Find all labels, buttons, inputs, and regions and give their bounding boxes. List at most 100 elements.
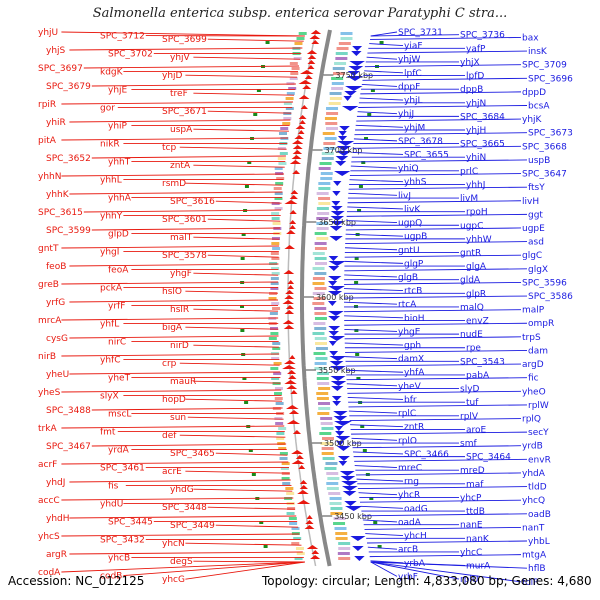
reverse-feature bbox=[291, 155, 302, 159]
tick-mark bbox=[377, 545, 382, 548]
leader-line bbox=[207, 506, 296, 510]
gene-label-yafp: yafP bbox=[466, 44, 486, 54]
gene-label-yhhw: yhhW bbox=[466, 235, 492, 245]
reverse-feature bbox=[292, 430, 302, 434]
category-block bbox=[274, 417, 283, 420]
gene-label-kdgk: kdgK bbox=[100, 68, 124, 78]
leader-line bbox=[345, 356, 398, 360]
gene-label-glgc: glgC bbox=[522, 251, 542, 261]
category-block bbox=[279, 457, 288, 460]
forward-feature bbox=[341, 481, 358, 486]
gene-label-yhcp: yhcP bbox=[460, 493, 482, 503]
gene-label-secy: secY bbox=[528, 428, 549, 438]
reverse-feature bbox=[287, 285, 295, 289]
gene-label-acrf: acrF bbox=[38, 460, 57, 470]
leader-line bbox=[347, 206, 404, 210]
leader-line bbox=[61, 101, 294, 105]
category-block bbox=[325, 462, 338, 465]
forward-feature bbox=[328, 336, 346, 341]
category-block bbox=[318, 407, 331, 410]
forward-feature bbox=[328, 301, 337, 306]
reverse-feature bbox=[289, 355, 296, 359]
reverse-feature bbox=[298, 95, 310, 99]
forward-feature bbox=[328, 341, 337, 346]
gene-label-spc_3601: SPC_3601 bbox=[162, 215, 207, 225]
category-block bbox=[274, 397, 283, 400]
forward-feature bbox=[334, 421, 352, 426]
leader-line bbox=[345, 241, 528, 245]
forward-feature bbox=[343, 96, 352, 101]
category-block bbox=[321, 447, 334, 450]
category-block bbox=[337, 552, 350, 555]
category-block bbox=[276, 437, 285, 440]
tick-mark bbox=[253, 113, 258, 116]
category-block bbox=[291, 67, 300, 70]
category-block bbox=[317, 212, 330, 215]
category-block bbox=[296, 552, 305, 555]
gene-label-feob: feoB bbox=[46, 262, 66, 272]
leader-line bbox=[357, 486, 528, 490]
forward-feature bbox=[328, 316, 341, 321]
category-block bbox=[338, 42, 351, 45]
gene-label-spc_3432: SPC_3432 bbox=[100, 536, 145, 546]
category-block bbox=[274, 167, 283, 170]
gene-label-mura: murA bbox=[466, 562, 491, 572]
gene-label-nirb: nirB bbox=[38, 352, 56, 362]
reverse-feature bbox=[306, 545, 319, 549]
leader-line bbox=[344, 288, 404, 292]
category-block bbox=[272, 247, 281, 250]
reverse-feature bbox=[297, 130, 305, 134]
gene-label-yhev: yheV bbox=[398, 382, 422, 392]
forward-feature bbox=[333, 411, 348, 416]
gene-label-spc_3445: SPC_3445 bbox=[108, 518, 153, 528]
category-block bbox=[326, 487, 339, 490]
leader-line bbox=[356, 478, 404, 482]
gene-label-yhcc: yhcC bbox=[460, 548, 482, 558]
leader-line bbox=[61, 461, 289, 465]
category-block bbox=[279, 452, 288, 455]
leader-line bbox=[349, 179, 404, 183]
category-block bbox=[268, 337, 277, 340]
reverse-feature bbox=[294, 135, 304, 139]
forward-feature bbox=[330, 211, 345, 216]
leader-line bbox=[91, 407, 283, 411]
gene-label-gntr: gntR bbox=[460, 248, 481, 258]
forward-feature bbox=[344, 91, 357, 96]
label-layer: yhjU SPC_3712 SPC_3699 yhjS SPC_3702 yhjV SPC_… bbox=[38, 28, 573, 588]
category-block bbox=[329, 497, 342, 500]
forward-feature bbox=[329, 236, 343, 241]
leader-line bbox=[69, 479, 291, 483]
category-block bbox=[314, 247, 327, 250]
leader-line bbox=[215, 452, 288, 456]
leader-line bbox=[360, 505, 404, 509]
gene-label-spc_3671: SPC_3671 bbox=[162, 107, 207, 117]
tick-mark bbox=[370, 89, 375, 92]
leader-line bbox=[354, 132, 528, 136]
forward-feature bbox=[333, 416, 348, 421]
leader-line bbox=[179, 362, 280, 366]
gene-label-lpfc: lpfC bbox=[404, 69, 422, 79]
gene-label-spc_3665: SPC_3665 bbox=[460, 140, 505, 150]
category-block bbox=[320, 442, 333, 445]
kbp-label: 3600 kbp bbox=[316, 293, 354, 302]
leader-line bbox=[370, 561, 398, 577]
gene-label-yhch: yhcH bbox=[404, 532, 427, 542]
forward-feature bbox=[330, 381, 347, 386]
category-block bbox=[288, 517, 297, 520]
category-block bbox=[316, 222, 329, 225]
reverse-feature bbox=[282, 300, 295, 304]
category-block bbox=[319, 162, 332, 165]
gene-label-fmt: fmt bbox=[100, 428, 116, 438]
gene-label-glgp: glgP bbox=[404, 259, 424, 269]
category-block bbox=[340, 37, 353, 40]
category-block bbox=[329, 92, 342, 95]
gene-label-hslo: hslO bbox=[162, 287, 182, 297]
category-block bbox=[289, 62, 298, 65]
reverse-feature bbox=[283, 360, 296, 364]
category-block bbox=[285, 107, 294, 110]
reverse-feature bbox=[289, 220, 297, 224]
leader-line bbox=[351, 159, 528, 163]
category-block bbox=[273, 362, 282, 365]
category-block bbox=[275, 172, 284, 175]
category-block bbox=[271, 357, 280, 360]
